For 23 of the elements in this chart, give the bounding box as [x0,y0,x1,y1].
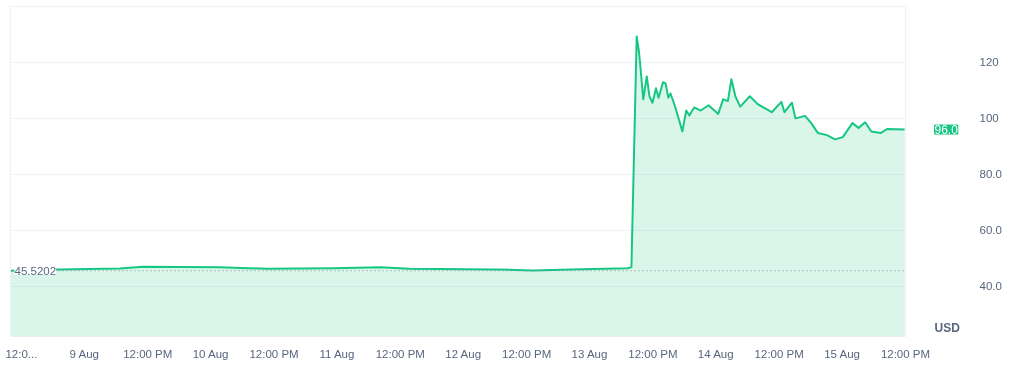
x-tick-label: 12:00 PM [502,347,552,360]
x-tick-label: 14 Aug [697,347,734,360]
y-tick-label: 100 [979,112,999,125]
x-tick-label: 12:00 PM [375,347,425,360]
annotation: 96.0 [934,123,959,138]
x-tick-label: 12:00 PM [249,347,299,360]
ref-line-label: 45.5202 [14,264,57,277]
x-tick-label: 15 Aug [824,347,860,360]
x-tick-label: 9 Aug [69,347,99,360]
y-axis-title: USD [934,320,961,335]
x-tick-label: 12:00 PM [123,347,173,360]
x-tick-label: 12:00 PM [880,347,931,360]
x-tick-label: 13 Aug [571,347,608,360]
y-tick-label: 40.0 [979,280,1002,293]
y-tick-label: 60.0 [979,224,1002,237]
y-tick-label: 120 [979,56,999,69]
x-tick-label: 12 Aug [445,347,482,360]
x-tick-label: 11 Aug [319,347,355,360]
x-tick-label: 12:0... [5,347,38,360]
x-tick-label: 12:00 PM [754,347,804,360]
y-tick-label: 80.0 [979,168,1002,181]
x-tick-label: 12:00 PM [628,347,678,360]
x-tick-label: 10 Aug [192,347,229,360]
